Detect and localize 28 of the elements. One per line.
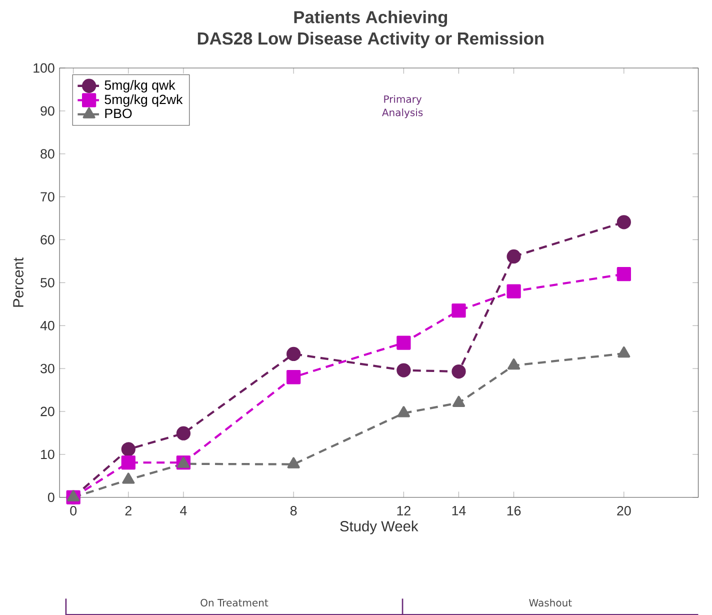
y-axis-title: Percent <box>13 257 24 307</box>
y-tick-label: 30 <box>40 364 54 374</box>
legend-label: 5mg/kg q2wk <box>104 94 183 107</box>
y-tick-label: 80 <box>40 148 54 158</box>
x-tick-label: 16 <box>507 506 521 516</box>
y-tick-label: 10 <box>41 450 54 459</box>
y-tick-label: 70 <box>40 192 54 202</box>
y-tick-label: 20 <box>40 406 54 416</box>
x-axis-title: Study Week <box>340 520 418 534</box>
y-tick-label: 60 <box>40 234 54 244</box>
x-tick-label: 8 <box>290 506 297 516</box>
y-tick-label: 0 <box>48 492 54 502</box>
legend-label: PBO <box>105 108 132 118</box>
x-tick-label: 2 <box>125 506 132 516</box>
legend-label: 5mg/kg qwk <box>104 80 176 92</box>
x-tick-label: 4 <box>180 506 187 516</box>
y-tick-label: 40 <box>40 320 54 330</box>
chart-title: Patients Achieving DAS28 Low Disease Activity or Remission <box>198 10 544 48</box>
y-tick-label: 50 <box>40 278 54 288</box>
x-tick-label: 0 <box>70 506 77 516</box>
x-tick-label: 12 <box>397 506 410 516</box>
x-tick-label: 14 <box>452 506 466 516</box>
text: Washout <box>529 598 572 606</box>
y-tick-label: 90 <box>40 106 54 116</box>
y-tick-label: 100 <box>34 63 54 73</box>
x-tick-label: 20 <box>617 506 631 516</box>
annotation: Primary Analysis <box>382 94 423 118</box>
text: On Treatment <box>200 598 268 606</box>
